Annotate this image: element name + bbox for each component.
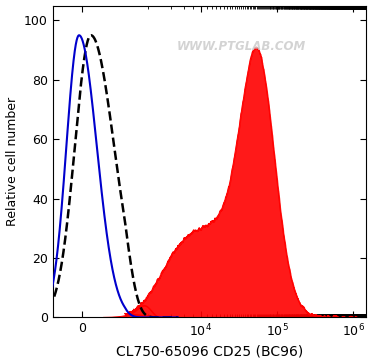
X-axis label: CL750-65096 CD25 (BC96): CL750-65096 CD25 (BC96) [116, 344, 303, 359]
Y-axis label: Relative cell number: Relative cell number [6, 97, 19, 226]
Text: WWW.PTGLAB.COM: WWW.PTGLAB.COM [176, 40, 306, 53]
